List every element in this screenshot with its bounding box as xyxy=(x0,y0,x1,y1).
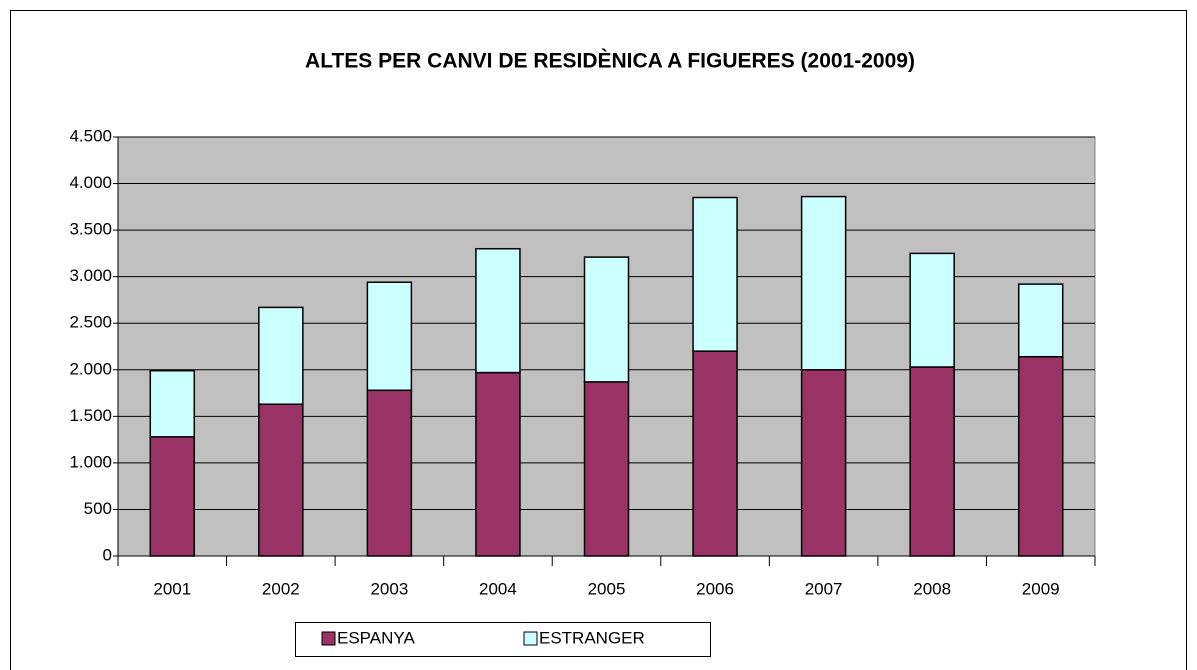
bar-segment xyxy=(800,195,847,371)
bar-segment xyxy=(149,436,196,557)
y-tick-label: 2.500 xyxy=(69,313,112,332)
bar-segment xyxy=(149,369,196,438)
bar-segment xyxy=(475,371,521,557)
chart-title: ALTES PER CANVI DE RESIDÈNICA A FIGUERES… xyxy=(305,50,915,73)
bar-segment xyxy=(1017,283,1064,358)
x-tick-label: 2004 xyxy=(479,579,517,598)
x-tick-label: 2002 xyxy=(262,579,300,598)
legend-box xyxy=(295,622,711,657)
bar-segment xyxy=(366,281,413,392)
y-tick-label: 0 xyxy=(103,545,112,564)
x-tick-label: 2003 xyxy=(370,579,408,598)
legend-swatch xyxy=(523,631,538,646)
bar-segment xyxy=(909,252,955,368)
bar-segment xyxy=(258,306,304,405)
x-tick-label: 2006 xyxy=(696,579,734,598)
bar-segment xyxy=(583,381,630,557)
y-tick-label: 3.000 xyxy=(69,266,112,285)
bar-segment xyxy=(692,196,738,352)
bar-segment xyxy=(258,403,304,557)
x-tick-label: 2008 xyxy=(913,579,951,598)
y-tick-label: 2.000 xyxy=(69,359,112,378)
bar-segment xyxy=(366,389,413,557)
legend-label: ESPANYA xyxy=(337,628,415,647)
x-tick-label: 2001 xyxy=(153,579,191,598)
y-tick-label: 500 xyxy=(84,499,112,518)
bar-segment xyxy=(800,369,847,557)
y-tick-label: 1.000 xyxy=(69,452,112,471)
bar-segment xyxy=(692,350,738,557)
y-tick-label: 3.500 xyxy=(69,220,112,239)
x-tick-label: 2009 xyxy=(1022,579,1060,598)
y-tick-label: 1.500 xyxy=(69,406,112,425)
bar-segment xyxy=(1017,355,1064,557)
bar-segment xyxy=(909,366,955,557)
y-tick-label: 4.500 xyxy=(69,126,112,145)
bar-segment xyxy=(475,247,521,374)
x-tick-label: 2005 xyxy=(588,579,626,598)
x-tick-label: 2007 xyxy=(805,579,843,598)
bar-segment xyxy=(583,256,630,383)
legend-swatch xyxy=(321,631,336,646)
legend-label: ESTRANGER xyxy=(539,628,645,647)
y-tick-label: 4.000 xyxy=(69,173,112,192)
